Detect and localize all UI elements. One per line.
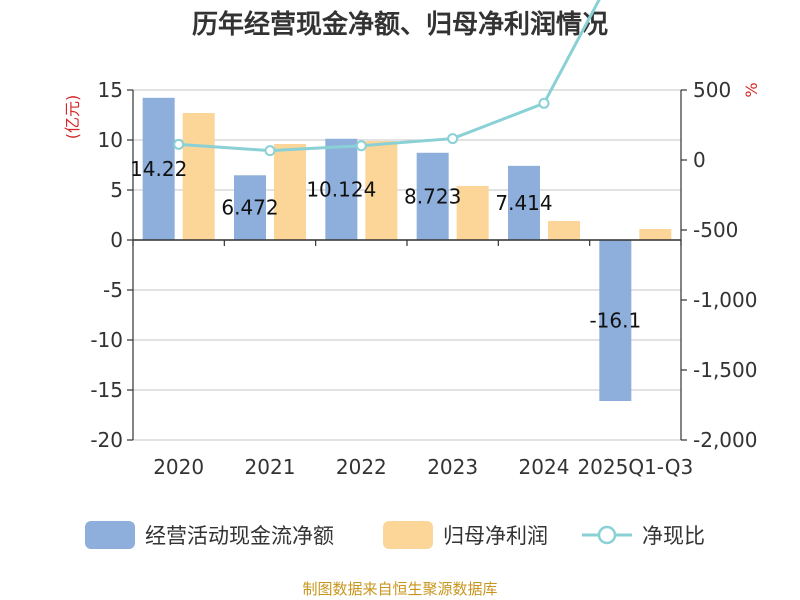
source-note: 制图数据来自恒生聚源数据库 xyxy=(302,580,497,598)
right-tick-label: -1,000 xyxy=(693,288,757,312)
bar-2020-1 xyxy=(182,113,215,240)
bars xyxy=(142,97,672,401)
right-axis: 500 0 -500 -1,000 -1,500 -2,000 xyxy=(681,78,757,452)
bar-2023-1 xyxy=(456,186,489,240)
left-tick-label: 0 xyxy=(110,228,123,252)
data-label: -16.1 xyxy=(589,309,641,333)
right-tick-label: -2,000 xyxy=(693,428,757,452)
left-tick-label: 5 xyxy=(110,178,123,202)
bar-2020-0 xyxy=(142,97,175,240)
chart-title: 历年经营现金净额、归母净利润情况 xyxy=(192,9,608,40)
data-label: 14.22 xyxy=(130,157,187,181)
right-tick-label: 0 xyxy=(693,148,706,172)
right-tick-label: 500 xyxy=(693,78,731,102)
data-labels: 14.22 6.472 10.124 8.723 7.414 -16.1 xyxy=(130,157,641,333)
x-tick-label: 2024 xyxy=(519,455,570,479)
axis-lines xyxy=(132,90,682,440)
ratio-point-2024 xyxy=(538,97,550,109)
left-axis: 15 10 5 0 -5 -10 -15 -20 xyxy=(90,78,133,452)
ratio-point-2022 xyxy=(355,140,367,152)
right-tick-label: -1,500 xyxy=(693,358,757,382)
bar-2023-0 xyxy=(416,152,449,240)
x-tick-label: 2025Q1-Q3 xyxy=(577,455,693,479)
bar-2024-1 xyxy=(548,221,580,240)
right-tick-label: -500 xyxy=(693,218,738,242)
left-axis-unit: (亿元) xyxy=(63,95,82,140)
x-tick-label: 2023 xyxy=(427,455,478,479)
bar-2022-1 xyxy=(365,141,398,240)
data-label: 6.472 xyxy=(221,196,278,220)
bar-2022-0 xyxy=(325,138,358,240)
legend-label-cashflow: 经营活动现金流净额 xyxy=(145,524,334,548)
legend-label-ratio: 净现比 xyxy=(642,524,705,548)
x-tick-label: 2022 xyxy=(336,455,387,479)
left-tick-label: 10 xyxy=(98,128,123,152)
bar-2025Q1-Q3-0 xyxy=(599,240,632,401)
legend-swatch-cashflow xyxy=(85,521,135,549)
ratio-line xyxy=(178,0,601,153)
data-label: 8.723 xyxy=(404,184,461,208)
ratio-point-2020 xyxy=(173,138,185,150)
left-tick-label: -20 xyxy=(90,428,123,452)
left-tick-label: 15 xyxy=(98,78,123,102)
bar-2024-0 xyxy=(508,165,540,240)
bar-2021-1 xyxy=(274,144,306,240)
x-axis: 2020 2021 2022 2023 2024 2025Q1-Q3 xyxy=(153,455,693,479)
ratio-point-2021 xyxy=(264,145,276,157)
ratio-line-series xyxy=(173,0,601,157)
data-label: 10.124 xyxy=(306,177,376,201)
legend: 经营活动现金流净额 归母净利润 净现比 xyxy=(85,521,705,549)
left-tick-label: -15 xyxy=(90,378,123,402)
legend-label-profit: 归母净利润 xyxy=(443,524,548,548)
left-tick-label: -10 xyxy=(90,328,123,352)
legend-marker-ratio xyxy=(597,525,617,545)
left-tick-label: -5 xyxy=(103,278,123,302)
ratio-point-2023 xyxy=(447,133,459,145)
x-tick-label: 2021 xyxy=(245,455,296,479)
data-label: 7.414 xyxy=(495,191,552,215)
right-axis-unit: % xyxy=(742,82,761,97)
bar-2021-0 xyxy=(234,175,266,240)
bar-2025Q1-Q3-1 xyxy=(639,229,672,240)
x-tick-label: 2020 xyxy=(153,455,204,479)
legend-swatch-profit xyxy=(383,521,433,549)
